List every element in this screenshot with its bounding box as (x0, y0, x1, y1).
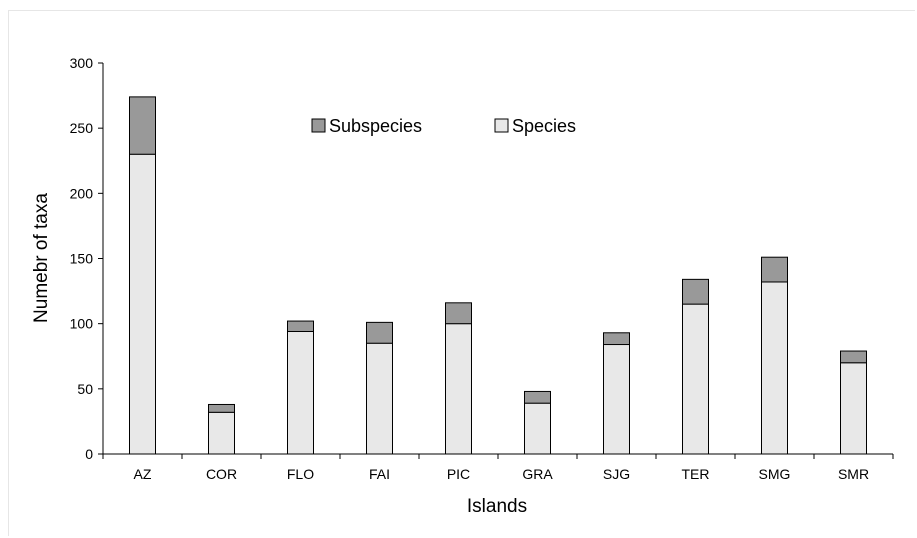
legend-label-subspecies: Subspecies (329, 116, 422, 136)
bar-species-pic (445, 323, 472, 455)
x-tick-label: TER (682, 466, 710, 482)
bar-species-smr (840, 362, 867, 455)
y-tick-label: 250 (70, 120, 94, 136)
bar-species-cor (208, 411, 235, 455)
bar-subspecies-smg (761, 256, 788, 283)
bar-subspecies-gra (524, 390, 551, 404)
bar-subspecies-ter (682, 278, 709, 305)
bars-layer (129, 96, 867, 455)
x-tick-label: FAI (369, 466, 390, 482)
x-tick-label: SMR (838, 466, 869, 482)
x-tick-label: FLO (287, 466, 314, 482)
x-tick-label: PIC (447, 466, 470, 482)
y-tick-label: 300 (70, 55, 94, 71)
legend-swatch-species (494, 118, 509, 133)
y-ticks: 0 50 100 150 200 250 300 (70, 55, 103, 462)
y-tick-label: 150 (70, 251, 94, 267)
x-tick-label: SMG (759, 466, 791, 482)
bar-species-flo (287, 330, 314, 455)
x-tick-label: GRA (522, 466, 553, 482)
bar-subspecies-flo (287, 320, 314, 332)
x-tick-label: AZ (134, 466, 152, 482)
legend-label-species: Species (512, 116, 576, 136)
bar-subspecies-sjg (603, 332, 630, 346)
bar-species-az (129, 153, 156, 455)
y-tick-label: 50 (77, 381, 93, 397)
y-tick-label: 100 (70, 316, 94, 332)
x-ticks: AZ COR FLO FAI PIC GRA SJG TER SMG SMR (102, 454, 894, 482)
bar-subspecies-az (129, 96, 156, 155)
y-axis-label: Numebr of taxa (31, 193, 52, 323)
bar-species-ter (682, 303, 709, 455)
bar-subspecies-fai (366, 321, 393, 344)
bar-species-sjg (603, 344, 630, 455)
bar-species-smg (761, 281, 788, 455)
bar-subspecies-cor (208, 403, 235, 413)
chart-frame (8, 10, 915, 536)
y-tick-label: 200 (70, 185, 94, 201)
x-axis-label: Islands (467, 496, 527, 517)
bar-subspecies-smr (840, 350, 867, 364)
x-tick-label: SJG (603, 466, 630, 482)
y-tick-label: 0 (85, 446, 93, 462)
x-tick-label: COR (206, 466, 237, 482)
bar-species-fai (366, 342, 393, 455)
bar-species-gra (524, 402, 551, 455)
bar-subspecies-pic (445, 302, 472, 325)
legend: Subspecies Species (311, 116, 576, 136)
legend-swatch-subspecies (311, 118, 326, 133)
